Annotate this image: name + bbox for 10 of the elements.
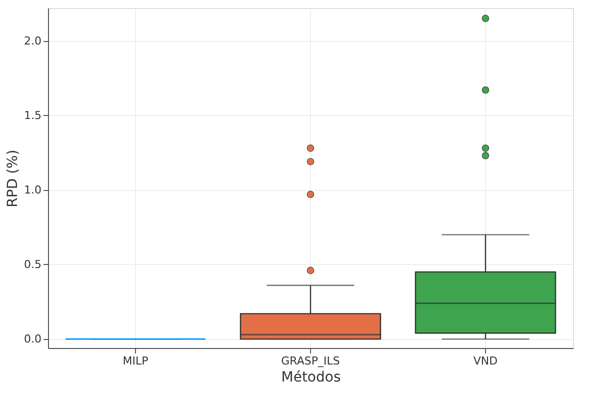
y-tick-label: 0.0 [24,332,42,346]
x-axis-title: Métodos [281,370,341,386]
x-tick-label: GRASP_ILS [281,354,340,368]
y-tick-label: 1.5 [24,108,42,122]
y-tick-label: 2.0 [24,34,42,48]
y-tick-label: 0.5 [24,258,42,271]
y-axis-title: RPD (%) [5,150,22,208]
x-tick-label: MILP [122,354,149,368]
x-tick-label: VND [473,354,498,368]
y-tick-label: 1.0 [24,183,42,196]
